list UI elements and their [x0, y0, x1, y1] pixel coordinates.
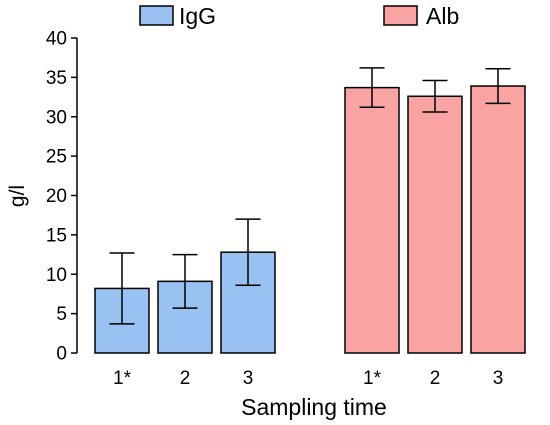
y-tick-label: 35 [46, 68, 67, 89]
y-tick-label: 5 [56, 304, 67, 325]
x-tick-label: 3 [243, 368, 254, 389]
y-axis: 0 5 10 15 20 25 30 35 40 [46, 29, 78, 365]
legend: IgG Alb [139, 3, 459, 29]
bar-alb-3 [470, 85, 526, 354]
y-tick-label: 25 [46, 147, 67, 168]
x-tick-labels: 1* 2 3 1* 2 3 [113, 368, 503, 389]
y-tick-label: 0 [56, 344, 67, 365]
x-tick-label: 2 [180, 368, 191, 389]
y-tick-label: 40 [46, 29, 67, 50]
x-axis-title: Sampling time [241, 394, 387, 420]
legend-swatch-alb [383, 5, 418, 26]
legend-label-alb: Alb [426, 3, 459, 29]
legend-label-igg: IgG [179, 3, 216, 29]
error-bars [109, 67, 511, 325]
x-tick-label: 1* [363, 368, 382, 389]
x-tick-label: 2 [430, 368, 441, 389]
x-tick-label: 1* [113, 368, 132, 389]
bars [94, 85, 526, 354]
bar-alb-1 [344, 86, 400, 354]
x-tick-label: 3 [493, 368, 504, 389]
y-axis-title: g/l [6, 185, 29, 207]
bar-igg-3 [220, 251, 276, 354]
legend-swatch-igg [139, 5, 174, 26]
y-tick-label: 20 [46, 186, 67, 207]
bar-alb-2 [407, 95, 463, 354]
y-tick-label: 30 [46, 107, 67, 128]
y-tick-label: 10 [46, 265, 67, 286]
y-tick-label: 15 [46, 225, 67, 246]
